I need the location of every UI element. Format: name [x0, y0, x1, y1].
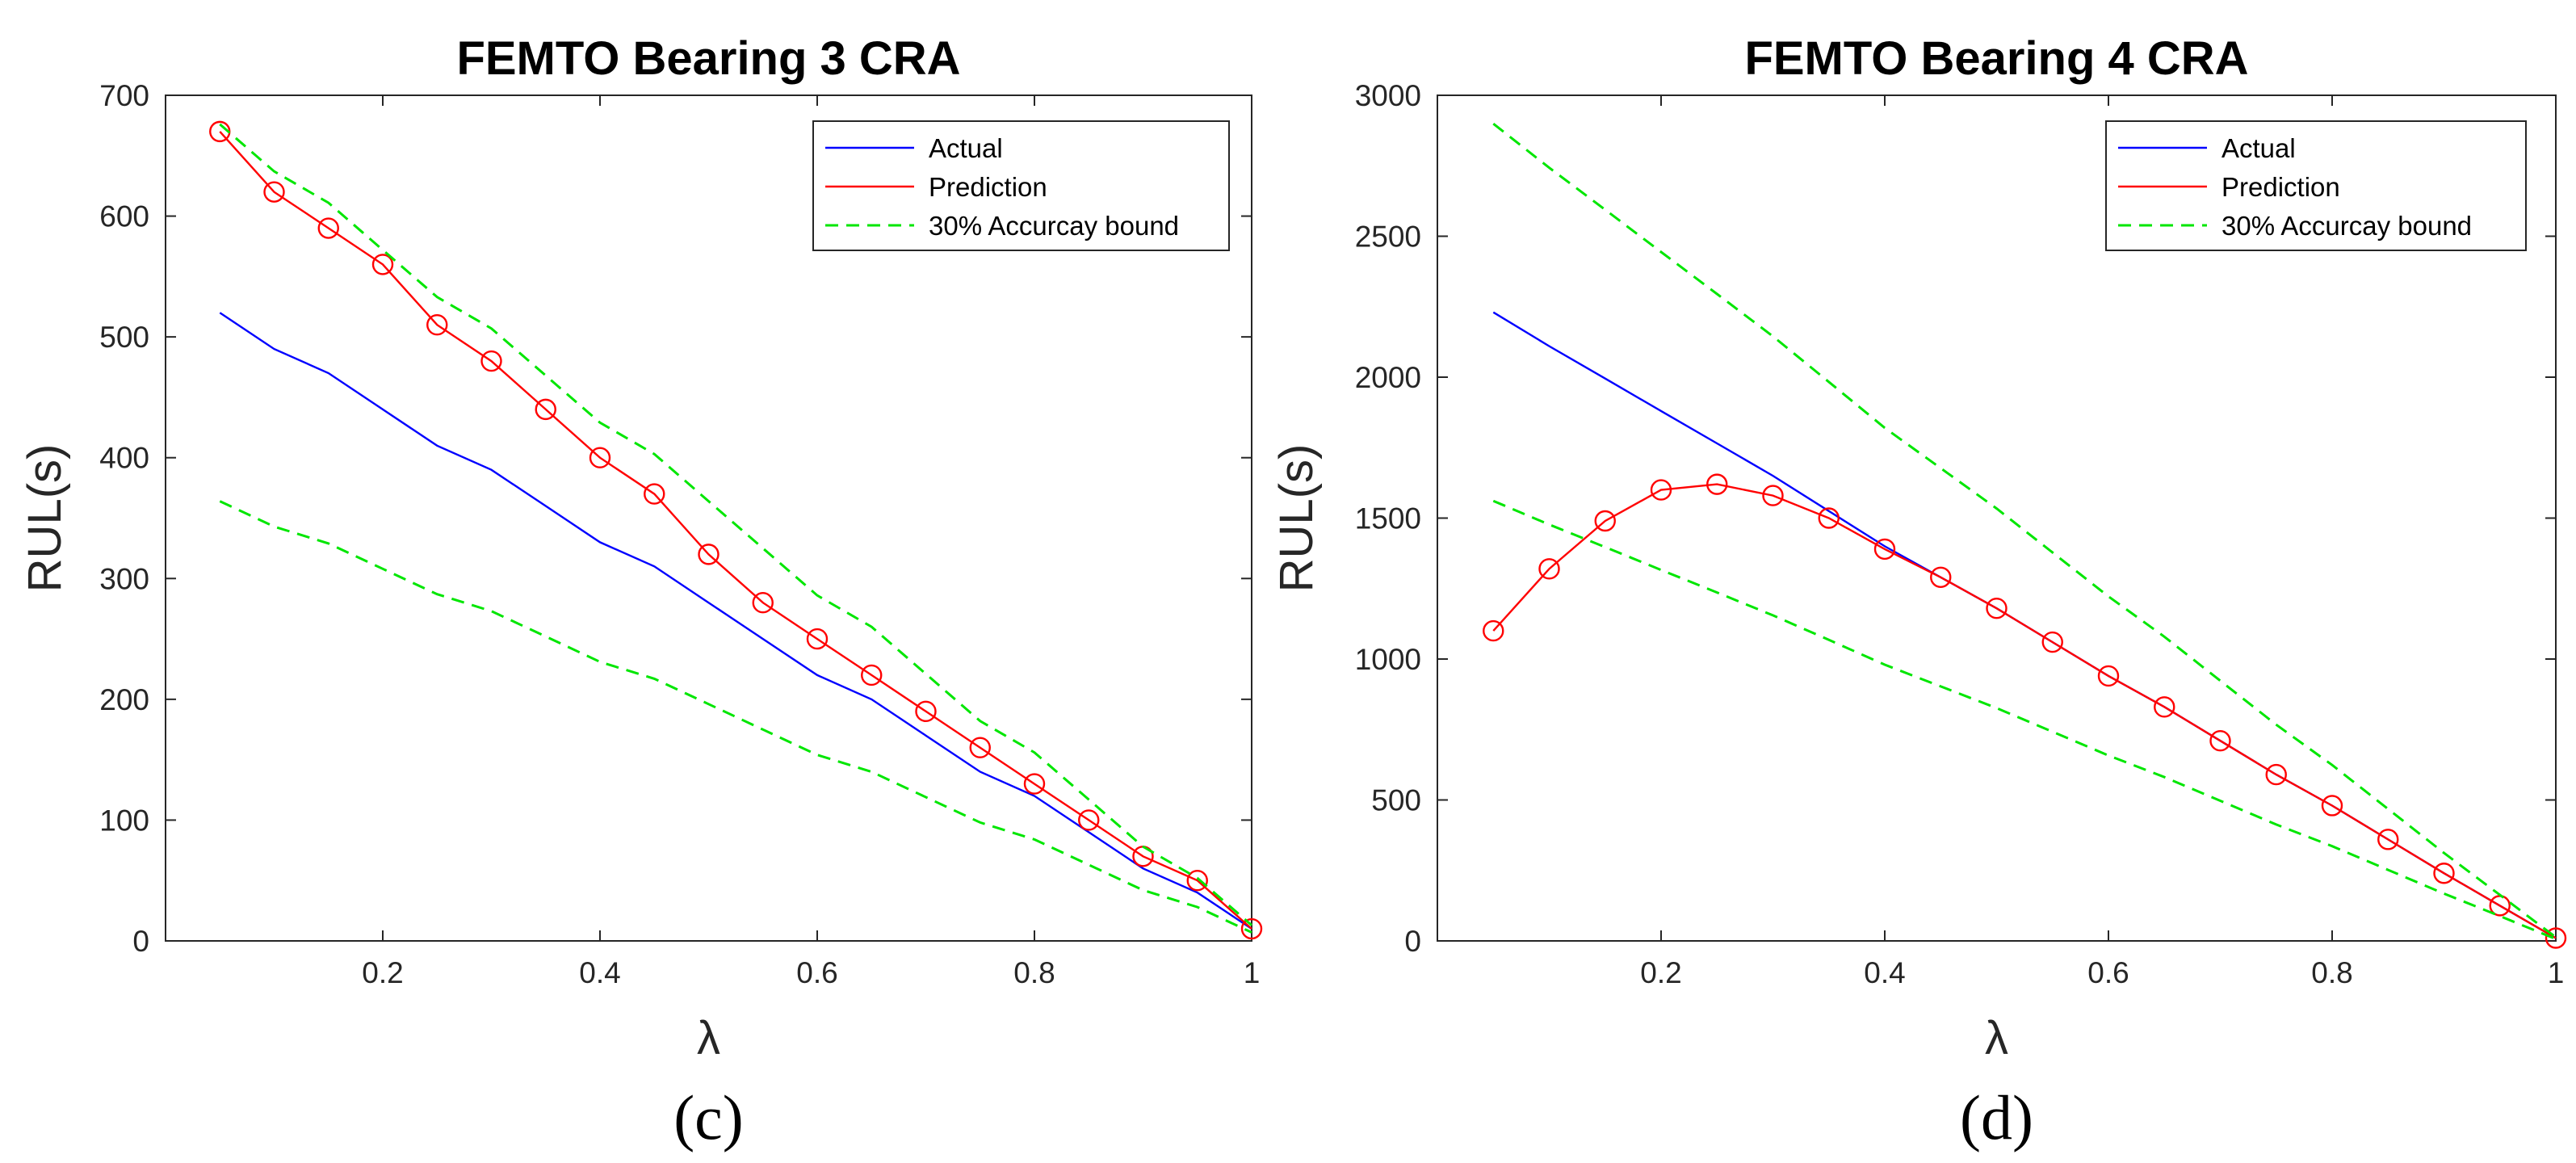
prediction-marker	[2154, 696, 2175, 718]
chart-panel-0: 0.2 0.4 0.6 0.8 1 0 100 200 300 400 500 600 700 FEMTO…	[19, 32, 1263, 1153]
legend-label: 30% Accurcay bound	[929, 211, 1179, 241]
panels: 0.2 0.4 0.6 0.8 1 0 100 200 300 400 500 600 700 FEMTO…	[19, 32, 2567, 1153]
chart-title: FEMTO Bearing 3 CRA	[456, 32, 960, 85]
prediction-marker	[1594, 510, 1616, 532]
prediction-marker	[263, 181, 285, 203]
x-tick-label: 0.8	[2311, 956, 2352, 989]
y-tick-label: 500	[1371, 784, 1421, 817]
prediction-marker	[2377, 829, 2399, 850]
series-line-prediction	[219, 131, 1252, 930]
prediction-marker	[2097, 665, 2120, 687]
x-tick-label: 0.6	[2087, 956, 2129, 989]
y-axis-label: RUL(s)	[19, 444, 71, 593]
x-tick-label: 1	[1244, 956, 1261, 989]
y-tick-label: 600	[99, 200, 149, 233]
prediction-marker	[861, 664, 883, 686]
prediction-marker	[1483, 619, 1504, 642]
x-tick-label: 0.6	[796, 956, 837, 989]
y-tick-label: 2000	[1355, 361, 1421, 394]
y-tick-label: 3000	[1355, 79, 1421, 112]
x-tick-label: 1	[2548, 956, 2565, 989]
y-tick-label: 100	[99, 804, 149, 837]
legend-label: Actual	[929, 133, 1003, 163]
y-tick-label: 0	[132, 925, 149, 958]
prediction-marker	[1650, 479, 1672, 501]
y-tick-label: 700	[99, 79, 149, 112]
x-tick-label: 0.8	[1013, 956, 1055, 989]
prediction-marker	[535, 398, 556, 421]
legend-label: Actual	[2221, 133, 2296, 163]
prediction-marker	[915, 700, 937, 723]
prediction-marker	[317, 217, 339, 239]
legend-label: 30% Accurcay bound	[2221, 211, 2472, 241]
x-axis-label: λ	[697, 1012, 720, 1064]
y-axis-label: RUL(s)	[1270, 444, 1323, 593]
prediction-marker	[644, 483, 665, 505]
prediction-marker	[589, 447, 611, 468]
prediction-marker	[2321, 795, 2343, 817]
panel-label: (c)	[673, 1082, 744, 1153]
prediction-marker	[2265, 763, 2287, 786]
y-tick-label: 2500	[1355, 220, 1421, 254]
prediction-marker	[1706, 473, 1728, 495]
panel-label: (d)	[1960, 1082, 2033, 1153]
x-tick-label: 0.2	[362, 956, 403, 989]
prediction-marker	[969, 737, 991, 758]
prediction-marker	[2433, 863, 2455, 884]
prediction-marker	[1538, 558, 1560, 580]
y-tick-label: 0	[1404, 925, 1421, 958]
y-tick-label: 1500	[1355, 502, 1421, 535]
y-tick-label: 500	[99, 321, 149, 354]
x-tick-label: 0.2	[1640, 956, 1681, 989]
prediction-marker	[480, 350, 502, 372]
x-tick-label: 0.4	[1864, 956, 1905, 989]
prediction-marker	[1186, 870, 1208, 892]
series-line-30-accurcay-bound	[219, 123, 1252, 926]
prediction-marker	[426, 313, 448, 336]
y-tick-label: 400	[99, 442, 149, 475]
series-line-30-accurcay-bound	[1492, 123, 2557, 938]
prediction-marker	[1023, 773, 1046, 795]
prediction-marker	[1078, 809, 1100, 831]
prediction-marker	[2545, 927, 2567, 949]
prediction-marker	[752, 592, 774, 614]
legend-label: Prediction	[2221, 172, 2340, 202]
prediction-marker	[2209, 730, 2231, 752]
prediction-marker	[1986, 597, 2008, 619]
prediction-marker	[1873, 538, 1896, 561]
legend: Actual Prediction 30% Accurcay bound	[2105, 120, 2527, 251]
chart-panel-1: 0.2 0.4 0.6 0.8 1 0 500 1000 1500 2000 2500 3000 FEM…	[1270, 32, 2567, 1153]
prediction-marker	[1818, 507, 1840, 529]
y-tick-label: 300	[99, 562, 149, 595]
series-line-actual	[219, 312, 1252, 930]
x-axis-label: λ	[1985, 1012, 2008, 1064]
series-line-lower-bound	[1492, 499, 2557, 940]
prediction-marker	[371, 254, 394, 275]
y-tick-label: 1000	[1355, 643, 1421, 676]
prediction-marker	[698, 544, 720, 565]
prediction-marker	[2041, 631, 2063, 653]
prediction-marker	[806, 628, 829, 650]
y-tick-label: 200	[99, 683, 149, 716]
prediction-marker	[1930, 566, 1952, 588]
series-line-lower-bound	[219, 500, 1252, 934]
chart-title: FEMTO Bearing 4 CRA	[1744, 32, 2248, 85]
legend: Actual Prediction 30% Accurcay bound	[812, 120, 1230, 251]
prediction-marker	[1762, 485, 1784, 506]
prediction-marker	[1240, 917, 1263, 940]
x-tick-label: 0.4	[579, 956, 620, 989]
legend-label: Prediction	[929, 172, 1047, 202]
